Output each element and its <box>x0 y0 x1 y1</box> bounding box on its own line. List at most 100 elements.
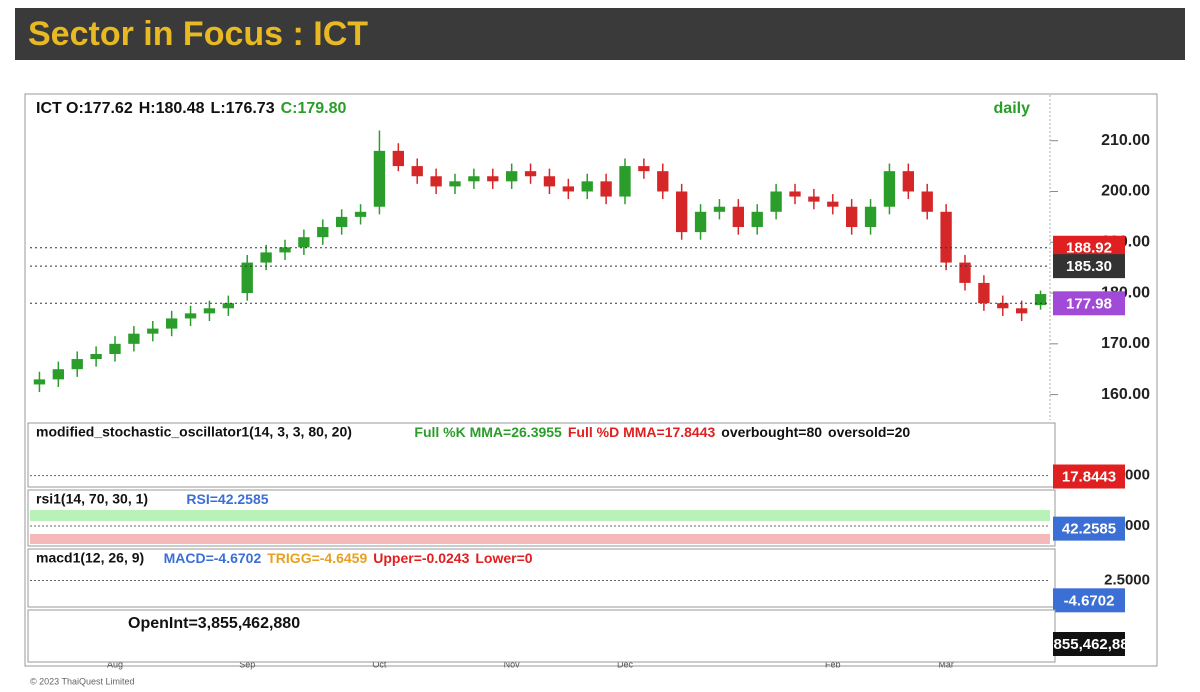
candle-body <box>864 206 877 228</box>
x-tick-label: Aug <box>107 659 123 669</box>
candle-body <box>506 171 518 182</box>
candle-body <box>562 186 574 192</box>
last-value-label-box <box>1053 516 1125 541</box>
overbought-band <box>30 510 1050 521</box>
symbol: ICT <box>36 100 62 117</box>
candle-body <box>166 318 178 329</box>
candle-body <box>676 191 688 233</box>
candle-body <box>713 206 726 212</box>
readout-value: 80 <box>806 424 822 440</box>
panel <box>27 422 1056 488</box>
candle-body <box>902 171 914 192</box>
x-tick-label: Sep <box>239 659 255 669</box>
readout-value: -4.6459 <box>320 550 368 566</box>
candle-body <box>354 211 367 217</box>
readout-value: 3,855,462,880 <box>198 615 300 632</box>
page-title: Sector in Focus : ICT <box>28 15 368 53</box>
candle-body <box>1034 294 1047 306</box>
readout-label: C: <box>281 100 298 117</box>
readout-value: 17.8443 <box>665 424 716 440</box>
y-tick-label: 160.00 <box>1101 386 1150 403</box>
candle-body <box>751 211 763 228</box>
candle-body <box>128 333 140 344</box>
price-label-box <box>1053 254 1125 279</box>
readout-label: Full %D MMA= <box>568 424 665 440</box>
readout-label: L: <box>211 100 226 117</box>
x-tick-label: Nov <box>504 659 521 669</box>
candle-body <box>222 303 234 309</box>
readout-label: RSI= <box>186 491 218 507</box>
indicator-title: rsi1(14, 70, 30, 1) <box>36 491 148 507</box>
readout-label: O: <box>66 100 84 117</box>
readout-label: oversold= <box>828 424 895 440</box>
readout-value: 177.62 <box>84 100 133 117</box>
candle-body <box>770 191 782 212</box>
candle-body <box>90 353 102 360</box>
readout-label: OpenInt= <box>128 615 198 632</box>
readout-line: Full %K MMA=26.3955 Full %D MMA=17.8443 ov… <box>414 424 910 440</box>
candle-body <box>921 191 933 212</box>
candle-body <box>732 206 744 228</box>
candle-body <box>298 237 310 248</box>
price-label: 188.92 <box>1066 240 1112 257</box>
candle-body <box>997 303 1009 309</box>
candle-body <box>392 150 404 167</box>
x-tick-label: Feb <box>825 659 841 669</box>
readout-label: MACD= <box>164 550 214 566</box>
readout-line: MACD=-4.6702 TRIGG=-4.6459 Upper=-0.0243 Lo… <box>164 550 533 566</box>
candle-body <box>581 181 593 192</box>
candle-body <box>109 343 121 354</box>
candle-body <box>638 166 650 172</box>
candle-body <box>147 328 159 334</box>
title-bar <box>15 8 1185 60</box>
candle-body <box>543 176 556 187</box>
candle-body <box>411 166 423 177</box>
readout-value: 42.2585 <box>218 491 269 507</box>
y-tick-label: 170.00 <box>1101 335 1150 352</box>
readout-line: OpenInt=3,855,462,880 <box>128 615 300 632</box>
readout-value: -0.0243 <box>422 550 470 566</box>
price-label: 177.98 <box>1066 295 1112 312</box>
interval: daily <box>994 100 1031 117</box>
candle-body <box>487 176 499 182</box>
candle-body <box>52 369 64 380</box>
candle-body <box>468 176 480 182</box>
y-tick-label: 2.5000 <box>1104 571 1150 588</box>
readout-label: Upper= <box>373 550 422 566</box>
x-tick-label: Mar <box>938 659 954 669</box>
last-value-label: -4.6702 <box>1064 592 1115 609</box>
candle-body <box>524 171 537 177</box>
x-tick-label: Oct <box>372 659 387 669</box>
y-tick-label: 200.00 <box>1101 183 1150 200</box>
candle-body <box>1016 308 1028 314</box>
candle-body <box>71 359 83 370</box>
candle-body <box>33 379 46 385</box>
candle-body <box>336 216 348 228</box>
copyright: © 2023 ThaiQuest Limited <box>30 676 135 686</box>
readout-value: 176.73 <box>226 100 275 117</box>
readout-value: 26.3955 <box>511 424 562 440</box>
candle-body <box>241 262 253 294</box>
readout-label: overbought= <box>721 424 806 440</box>
panel <box>27 548 1056 608</box>
readout-line: RSI=42.2585 <box>186 491 268 507</box>
readout-value: 0 <box>525 550 533 566</box>
readout-label: H: <box>139 100 156 117</box>
last-value-label-box <box>1053 588 1125 613</box>
readout-value: 180.48 <box>156 100 205 117</box>
readout-label: Full %K MMA= <box>414 424 511 440</box>
candle-body <box>694 211 707 233</box>
readout-value: -4.6702 <box>214 550 262 566</box>
candle-body <box>600 181 612 197</box>
last-value-label-box <box>1053 464 1125 489</box>
candle-body <box>184 313 197 319</box>
x-tick-label: Dec <box>617 659 634 669</box>
price-label: 185.30 <box>1066 258 1112 275</box>
candle-body <box>978 282 990 304</box>
candle-body <box>959 262 971 283</box>
oversold-band <box>30 534 1050 544</box>
y-tick-label: 210.00 <box>1101 132 1150 149</box>
last-value-label: 3,855,462,880 <box>1041 636 1137 653</box>
candle-body <box>279 247 291 253</box>
